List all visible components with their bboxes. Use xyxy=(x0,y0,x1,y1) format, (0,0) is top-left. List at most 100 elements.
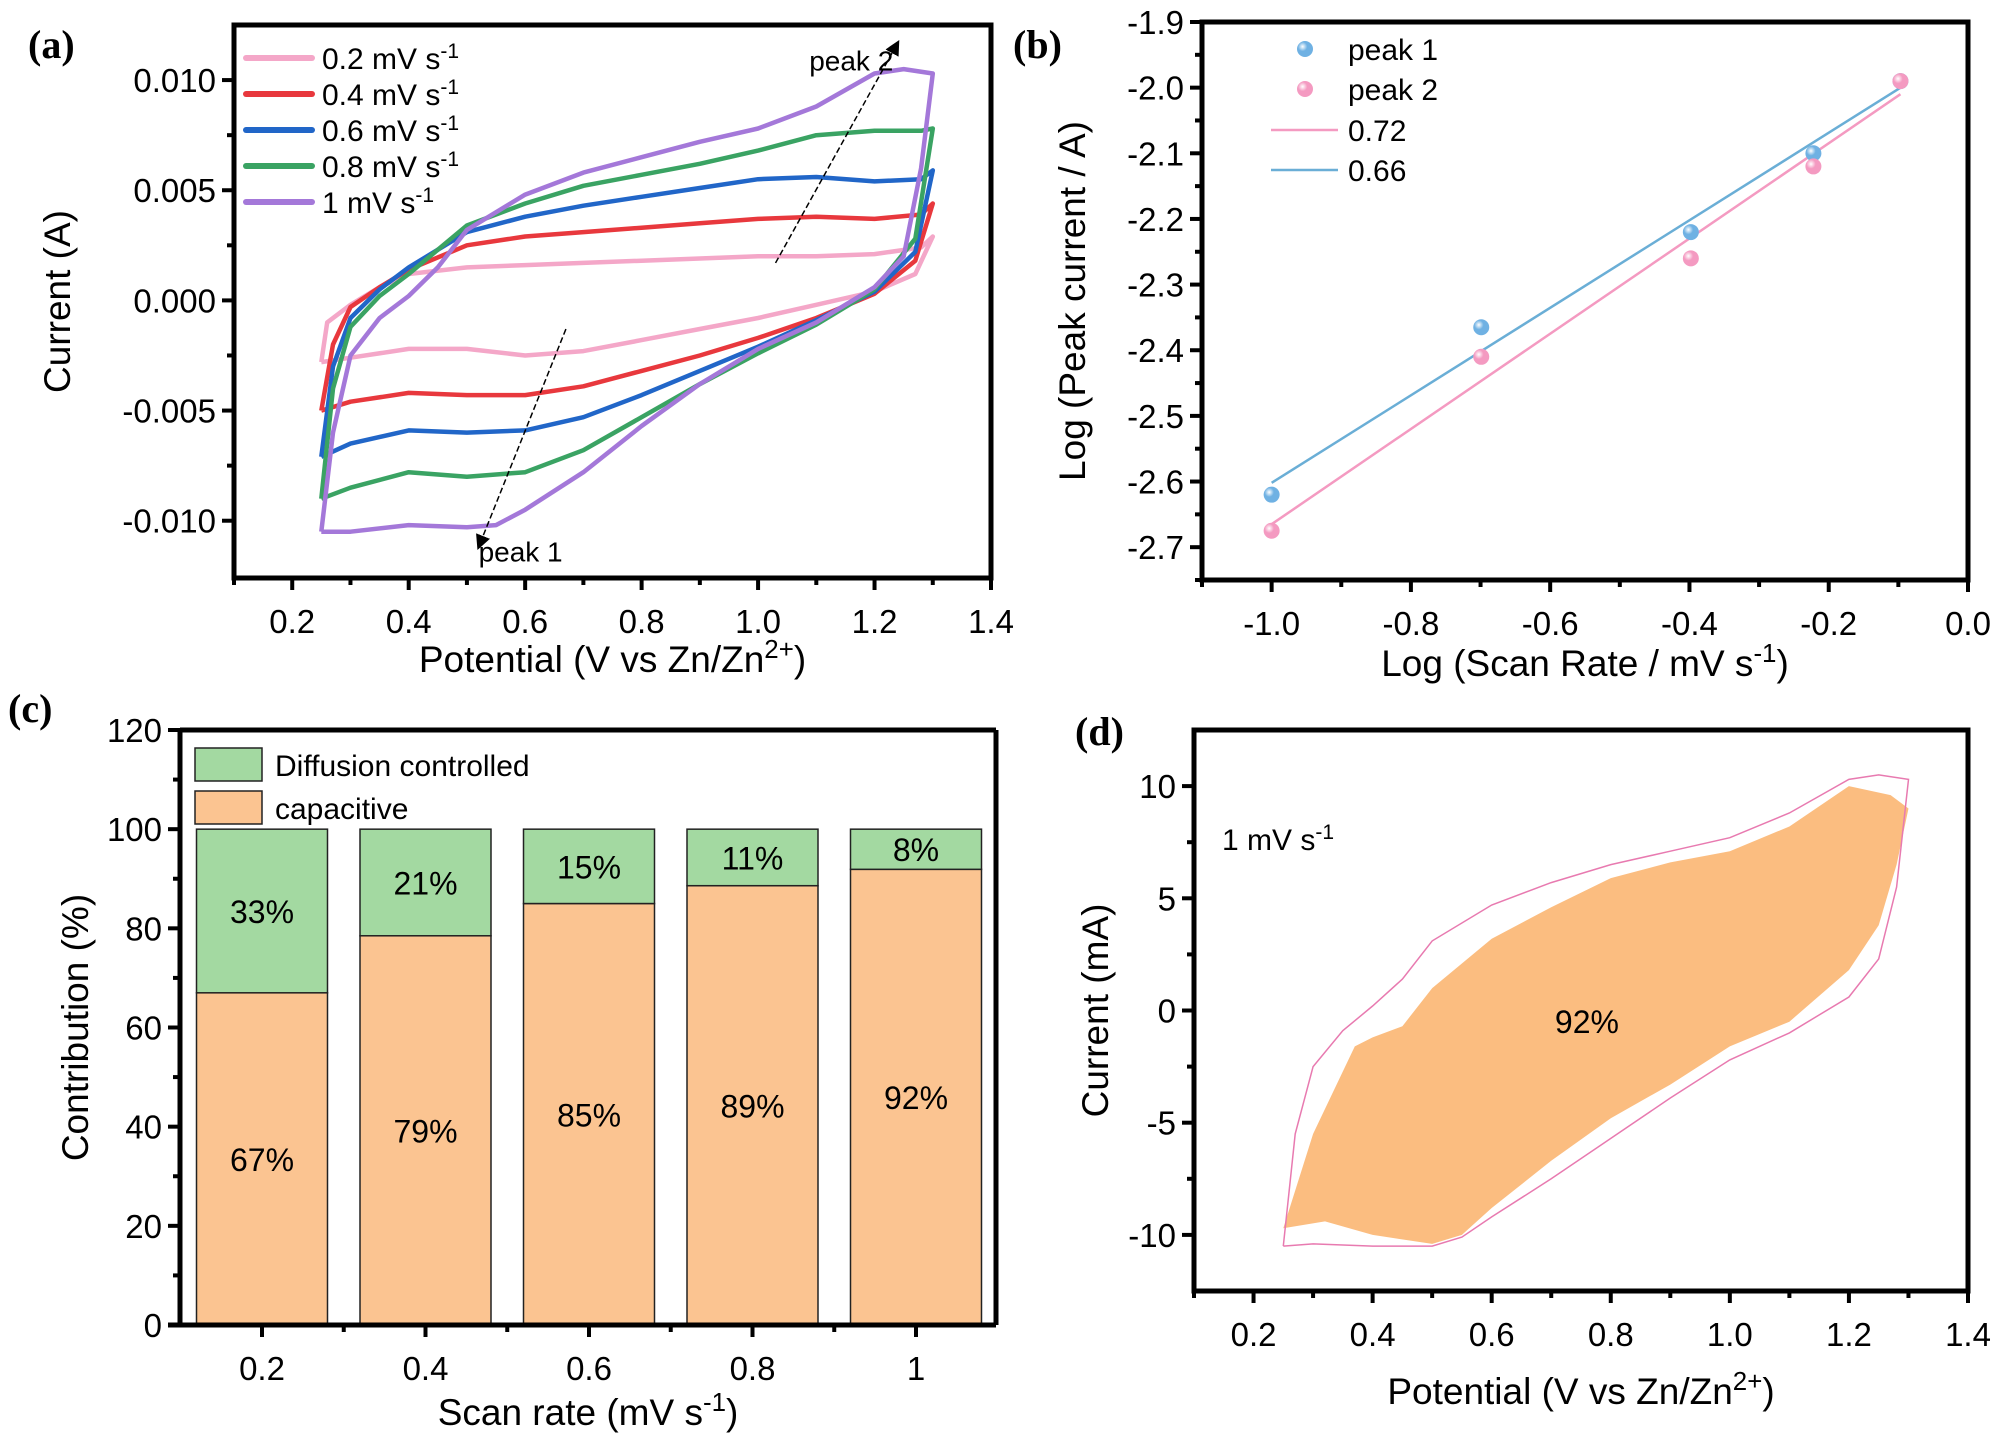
panel-b-xtick-label: 0.0 xyxy=(1945,605,1991,642)
legend-label-fit-0-72: 0.72 xyxy=(1348,115,1406,148)
cv-curve-0-8-mV-s-1 xyxy=(319,126,936,501)
panel-d-ytick-label: 0 xyxy=(1158,993,1176,1030)
panel-b-axes-frame xyxy=(1199,19,1971,583)
bar-label-capacitive: 79% xyxy=(393,1113,457,1149)
panel-a-ytick-label: 0.005 xyxy=(133,172,216,209)
panel-a-xtick-label: 1.4 xyxy=(968,603,1014,640)
bar-capacitive xyxy=(522,902,656,1326)
data-point-peak-2 xyxy=(1682,250,1699,267)
panel-c-ytick-label: 120 xyxy=(107,712,162,749)
legend-label-fit-0-66: 0.66 xyxy=(1348,155,1406,188)
panel-d-ytick-label: 10 xyxy=(1139,768,1176,805)
panel-d-xtick-label: 1.0 xyxy=(1707,1316,1753,1353)
data-point-peak-2 xyxy=(1263,522,1280,539)
panel-c-contribution-bars: 67% 33% 0.2 79% 21% 0.4 85% 15% 0.6 89% 11% 0.8 92% 8… xyxy=(55,712,999,1433)
data-point-peak-1 xyxy=(1682,224,1699,241)
panel-a-xtick-label: 1.0 xyxy=(735,603,781,640)
panel-d-xtick-label: 1.2 xyxy=(1826,1316,1872,1353)
panel-b-ytick-label: -2.5 xyxy=(1127,398,1184,435)
data-point-peak-2 xyxy=(1473,348,1490,365)
legend-marker-peak-2 xyxy=(1297,81,1313,97)
panel-b-ytick-label: -2.7 xyxy=(1127,529,1184,566)
legend-swatch-diffusion xyxy=(194,747,263,782)
bar-capacitive xyxy=(359,935,492,1326)
panel-a-ytick-label: -0.005 xyxy=(122,393,216,430)
bar-label-capacitive: 85% xyxy=(557,1097,621,1133)
bar-label-diffusion: 11% xyxy=(722,840,784,876)
legend-label-1: 0.2 mV s-1 xyxy=(322,40,459,77)
legend-swatch-capacitive xyxy=(194,790,263,825)
fit-line-0-72 xyxy=(1270,93,1902,526)
bar-diffusion xyxy=(195,828,329,994)
panel-d-xtick-label: 1.4 xyxy=(1945,1316,1991,1353)
panel-c-xtick-label: 0.8 xyxy=(730,1350,776,1387)
panel-b-ytick-label: -2.4 xyxy=(1127,332,1184,369)
panel-a-xtick-label: 0.6 xyxy=(502,603,548,640)
panel-a-xtick-label: 0.2 xyxy=(269,603,315,640)
panel-c-ytick-label: 40 xyxy=(125,1109,162,1146)
panel-a-xlabel: Potential (V vs Zn/Zn2+) xyxy=(419,636,806,680)
panel-a-xtick-label: 1.2 xyxy=(852,603,898,640)
legend-label-capacitive: capacitive xyxy=(275,793,408,826)
panel-b-ytick-label: -2.3 xyxy=(1127,267,1184,304)
panel-label-a: (a) xyxy=(28,22,75,67)
panel-label-d: (d) xyxy=(1075,709,1124,754)
bar-label-diffusion: 21% xyxy=(393,865,457,901)
panel-a-ytick-label: 0.010 xyxy=(133,62,216,99)
panel-c-xtick-label: 1 xyxy=(907,1350,925,1387)
legend-label-3: 0.6 mV s-1 xyxy=(322,112,459,149)
scan-rate-label: 1 mV s-1 xyxy=(1222,821,1334,858)
panel-label-b: (b) xyxy=(1013,22,1062,67)
panel-b-ytick-label: -1.9 xyxy=(1127,4,1184,41)
panel-a-ytick-label: -0.010 xyxy=(122,503,216,540)
panel-c-ytick-label: 20 xyxy=(125,1208,162,1245)
bar-capacitive xyxy=(849,868,983,1326)
peak-arrow-2 xyxy=(774,40,900,264)
legend-marker-peak-1 xyxy=(1297,41,1313,57)
fit-line-0-66 xyxy=(1270,86,1902,484)
panel-b-xtick-label: -0.2 xyxy=(1800,605,1857,642)
bar-label-diffusion: 33% xyxy=(230,894,294,930)
capacitive-fill-area xyxy=(1283,786,1909,1244)
panel-c-ytick-label: 100 xyxy=(107,811,162,848)
panel-b-xlabel: Log (Scan Rate / mV s-1) xyxy=(1381,640,1789,684)
panel-d-capacitive-area: 92% 1 mV s-1 0.2 0.4 0.6 0.8 1.0 1.2 1.4 10 5 0 -5 -1… xyxy=(1075,727,1991,1412)
panel-a-xtick-label: 0.8 xyxy=(619,603,665,640)
legend-label-2: 0.4 mV s-1 xyxy=(322,76,459,113)
panel-d-ytick-label: 5 xyxy=(1158,880,1176,917)
panel-b-ytick-label: -2.0 xyxy=(1127,70,1184,107)
panel-a-ytick-label: 0.000 xyxy=(133,282,216,319)
panel-a-cv-curves: peak 1 peak 2 0.2 0.4 0.6 0.8 1.0 1.2 1.4 0.010 0.… xyxy=(37,22,1014,680)
cv-curve-0-2-mV-s-1 xyxy=(319,234,936,365)
data-point-peak-1 xyxy=(1263,486,1280,503)
panel-c-xtick-label: 0.6 xyxy=(566,1350,612,1387)
legend-label-4: 0.8 mV s-1 xyxy=(322,148,459,185)
peak-annotation-1: peak 1 xyxy=(479,537,563,568)
panel-a-xtick-label: 0.4 xyxy=(386,603,432,640)
bar-diffusion xyxy=(849,828,983,871)
panel-b-ytick-label: -2.6 xyxy=(1127,464,1184,501)
panel-b-ytick-label: -2.2 xyxy=(1127,201,1184,238)
panel-d-ylabel: Current (mA) xyxy=(1075,904,1116,1118)
peak-annotation-2: peak 2 xyxy=(809,45,893,76)
legend-label-diffusion: Diffusion controlled xyxy=(275,750,530,783)
legend-label-peak-1: peak 1 xyxy=(1348,34,1438,67)
bar-label-capacitive: 89% xyxy=(720,1088,784,1124)
bar-label-diffusion: 8% xyxy=(893,832,939,868)
panel-b-xtick-label: -0.8 xyxy=(1382,605,1439,642)
panel-label-c: (c) xyxy=(8,686,52,731)
panel-d-xtick-label: 0.2 xyxy=(1231,1316,1277,1353)
panel-b-ylabel: Log (Peak current / A) xyxy=(1052,121,1093,481)
data-point-peak-2 xyxy=(1805,158,1822,175)
bar-label-capacitive: 92% xyxy=(884,1080,948,1116)
bar-diffusion xyxy=(522,828,656,905)
panel-d-xtick-label: 0.8 xyxy=(1588,1316,1634,1353)
bar-diffusion xyxy=(686,828,819,887)
panel-b-log-fit: -1.0 -0.8 -0.6 -0.4 -0.2 0.0 -1.9 -2.0 -2.1 -2.2 -… xyxy=(1052,4,1991,684)
legend-label-5: 1 mV s-1 xyxy=(322,184,434,221)
panel-d-xtick-label: 0.4 xyxy=(1350,1316,1396,1353)
total-cv-outline xyxy=(1282,774,1910,1247)
panel-c-xlabel: Scan rate (mV s-1) xyxy=(438,1389,739,1433)
panel-b-ytick-label: -2.1 xyxy=(1127,135,1184,172)
